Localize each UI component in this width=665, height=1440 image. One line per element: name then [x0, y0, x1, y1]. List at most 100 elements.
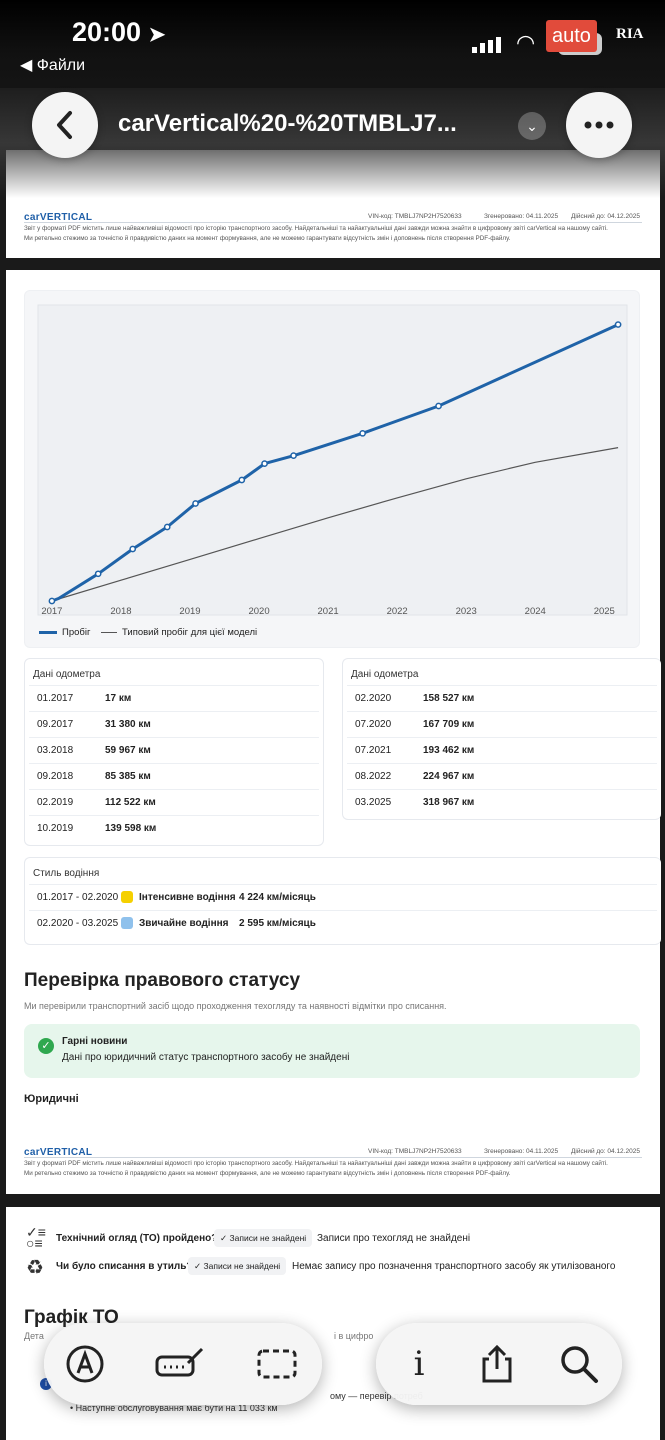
ria-watermark: RIA: [616, 26, 644, 42]
maintenance-partial-2: і в цифро: [334, 1331, 374, 1341]
driving-style-title: Стиль водіння: [33, 868, 100, 879]
driving-style-row: 01.2017 - 02.2020 Інтенсивне водіння 4 224…: [29, 884, 657, 910]
search-icon[interactable]: [558, 1343, 600, 1385]
odometer-date: 09.2017: [37, 719, 74, 730]
maintenance-bullet-1: • Наступне обслуговування має бути на 11…: [70, 1403, 278, 1413]
signal-icon: [472, 37, 502, 55]
legend-typical-swatch: [101, 631, 117, 633]
generated-date-footer: Згенеровано: 04.11.2025: [484, 1148, 559, 1155]
mileage-point: [129, 545, 137, 553]
mileage-point: [48, 597, 56, 605]
status-bar: 20:00 ➤ ◀ Файли ◠ 32 auto RIA: [0, 0, 665, 90]
odometer-value: 59 967 км: [105, 745, 151, 756]
odometer-left-row: 01.2017 17 км: [29, 685, 319, 711]
mileage-point: [261, 460, 268, 467]
driving-label: Інтенсивне водіння: [139, 892, 236, 903]
legal-status-title: Перевірка правового статусу: [24, 970, 301, 991]
mileage-point: [290, 452, 297, 460]
odometer-right-row: 07.2020 167 709 км: [347, 711, 657, 737]
back-button[interactable]: [32, 92, 98, 158]
chevron-down-icon[interactable]: ⌄: [518, 112, 546, 140]
odometer-right-row: 07.2021 193 462 км: [347, 737, 657, 763]
good-news-box: ✓ Гарні новини Дані про юридичний статус…: [24, 1024, 640, 1078]
mileage-point: [163, 523, 171, 531]
odometer-date: 03.2025: [355, 797, 392, 808]
odometer-left-row: 02.2019 112 522 км: [29, 789, 319, 815]
mileage-point: [435, 402, 442, 410]
pdf-page-main: 2017 2018 2019 2020 2021 2022 2023 2024 2025 Про…: [6, 270, 661, 1194]
driving-style-card: Стиль водіння 01.2017 - 02.2020 Інтенсивн…: [24, 857, 661, 945]
x-tick-label: 2022: [387, 606, 408, 617]
odometer-value: 112 522 км: [105, 797, 156, 808]
odometer-date: 10.2019: [37, 823, 74, 834]
x-tick-label: 2021: [318, 606, 339, 617]
wifi-icon: ◠: [516, 30, 536, 55]
check-circle-icon: ✓: [38, 1038, 54, 1054]
legend-typical: Типовий пробіг для цієї моделі: [101, 627, 257, 638]
signature-icon[interactable]: [154, 1343, 206, 1385]
info-icon[interactable]: i: [413, 1344, 425, 1384]
odometer-value: 139 598 км: [105, 823, 157, 834]
actions-toolbar: i: [376, 1323, 622, 1405]
back-to-files-link[interactable]: ◀ Файли: [20, 57, 86, 74]
share-icon[interactable]: [476, 1343, 518, 1385]
odometer-left-row: 03.2018 59 967 км: [29, 737, 319, 763]
document-nav-bar: [0, 88, 665, 198]
driving-value: 2 595 км/місяць: [239, 918, 316, 929]
odometer-date: 01.2017: [37, 693, 74, 704]
vin-code: VIN-код: TMBLJ7NP2H7520633: [368, 213, 462, 220]
mileage-point: [192, 500, 199, 507]
good-news-text: Дані про юридичний статус транспортного …: [62, 1052, 350, 1063]
checklist-icon: ✓≡ ○≡: [26, 1224, 46, 1251]
check-chip-1: ✓ Записи не знайдені: [214, 1229, 313, 1247]
report-note: Звіт у форматі PDF містить лише найважли…: [24, 225, 608, 242]
carvertical-logo: carVERTICAL: [24, 212, 93, 223]
driving-period: 02.2020 - 03.2025: [37, 918, 119, 929]
more-button[interactable]: [566, 92, 632, 158]
legend-mileage: Пробіг: [39, 627, 90, 638]
x-tick-label: 2023: [456, 606, 477, 617]
more-dots-icon: [584, 121, 614, 129]
maintenance-partial: Дета: [24, 1331, 44, 1341]
generated-date: Згенеровано: 04.11.2025: [484, 213, 559, 220]
check-chip-2: ✓ Записи не знайдені: [188, 1257, 287, 1275]
odometer-title-left: Дані одометра: [33, 669, 101, 680]
markup-toolbar: [44, 1323, 322, 1405]
chevron-left-icon: [57, 111, 72, 139]
report-note-footer: Звіт у форматі PDF містить лише найважли…: [24, 1160, 608, 1177]
odometer-right-row: 02.2020 158 527 км: [347, 685, 657, 711]
odometer-date: 09.2018: [37, 771, 74, 782]
odometer-value: 85 385 км: [105, 771, 151, 782]
selection-icon[interactable]: [256, 1343, 298, 1385]
odometer-left-row: 09.2018 85 385 км: [29, 763, 319, 789]
typical-series-line: [51, 447, 619, 602]
odometer-title-right: Дані одометра: [351, 669, 419, 680]
markup-pen-icon[interactable]: [64, 1343, 106, 1385]
x-tick-label: 2019: [179, 606, 200, 617]
driving-style-row: 02.2020 - 03.2025 Звичайне водіння 2 595 к…: [29, 910, 657, 936]
driving-color-swatch: [121, 891, 133, 903]
document-title[interactable]: carVertical%20-%20TMBLJ7...: [118, 110, 457, 137]
odometer-value: 17 км: [105, 693, 132, 704]
odometer-value: 31 380 км: [105, 719, 151, 730]
odometer-value: 193 462 км: [423, 745, 475, 756]
odometer-date: 03.2018: [37, 745, 74, 756]
odometer-date: 02.2019: [37, 797, 74, 808]
mileage-series-line: [51, 323, 619, 603]
mileage-point: [359, 429, 366, 437]
valid-date: Дійсний до: 04.12.2025: [571, 213, 640, 220]
odometer-date: 07.2020: [355, 719, 392, 730]
x-tick-label: 2024: [525, 606, 546, 617]
odometer-date: 02.2020: [355, 693, 392, 704]
driving-period: 01.2017 - 02.2020: [37, 892, 119, 903]
odometer-left-row: 09.2017 31 380 км: [29, 711, 319, 737]
check-question-2: Чи було списання в утиль?: [56, 1261, 193, 1272]
mileage-point: [94, 570, 102, 578]
carvertical-logo-footer: carVERTICAL: [24, 1147, 93, 1158]
mileage-chart-card: 2017 2018 2019 2020 2021 2022 2023 2024 2025 Про…: [24, 290, 640, 648]
odometer-value: 318 967 км: [423, 797, 475, 808]
good-news-title: Гарні новини: [62, 1036, 128, 1047]
mileage-point: [238, 476, 246, 484]
legal-section-label: Юридичні: [24, 1093, 79, 1105]
odometer-right-row: 08.2022 224 967 км: [347, 763, 657, 789]
